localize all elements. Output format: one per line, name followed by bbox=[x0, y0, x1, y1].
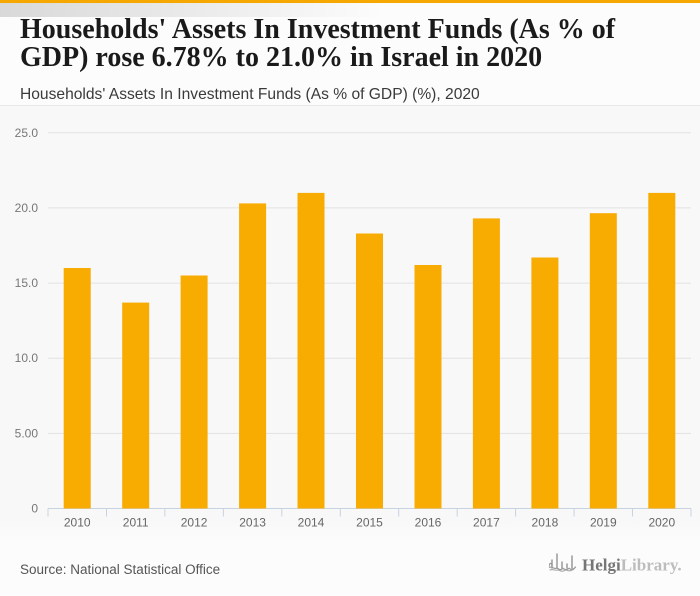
svg-text:2013: 2013 bbox=[239, 516, 266, 530]
svg-text:2015: 2015 bbox=[356, 516, 383, 530]
svg-text:HelgiLibrary.: HelgiLibrary. bbox=[582, 556, 682, 575]
svg-text:15.0: 15.0 bbox=[15, 276, 39, 290]
svg-text:2011: 2011 bbox=[123, 516, 149, 530]
svg-text:2012: 2012 bbox=[181, 516, 208, 530]
svg-text:2014: 2014 bbox=[298, 516, 325, 530]
svg-text:2010: 2010 bbox=[64, 516, 91, 530]
svg-text:2018: 2018 bbox=[532, 516, 559, 530]
svg-text:25.0: 25.0 bbox=[15, 126, 39, 140]
svg-text:5.00: 5.00 bbox=[15, 426, 39, 440]
svg-text:10.0: 10.0 bbox=[15, 351, 39, 365]
svg-text:2020: 2020 bbox=[648, 516, 675, 530]
svg-text:20.0: 20.0 bbox=[15, 201, 39, 215]
svg-text:2017: 2017 bbox=[473, 516, 500, 530]
svg-text:0: 0 bbox=[31, 502, 38, 516]
svg-text:2019: 2019 bbox=[590, 516, 617, 530]
svg-text:2016: 2016 bbox=[415, 516, 442, 530]
